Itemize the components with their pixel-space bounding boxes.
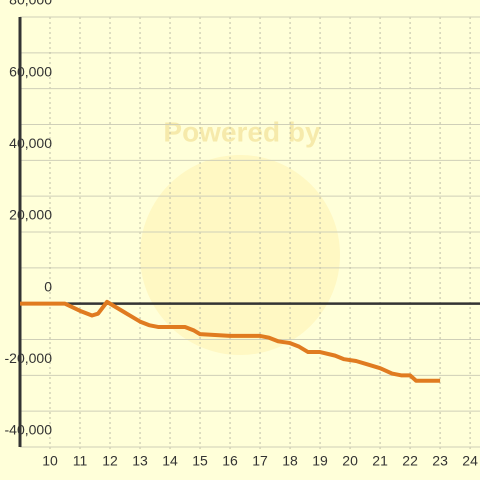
y-tick-label: 80,000 [9, 0, 52, 8]
x-tick-label: 21 [372, 453, 388, 469]
x-tick-label: 17 [252, 453, 268, 469]
y-tick-label: -20,000 [5, 350, 53, 366]
x-tick-label: 23 [432, 453, 448, 469]
y-tick-label: 60,000 [9, 63, 52, 79]
x-tick-label: 16 [222, 453, 238, 469]
x-tick-label: 19 [312, 453, 328, 469]
x-tick-label: 24 [462, 453, 478, 469]
y-tick-label: -40,000 [5, 422, 53, 438]
x-tick-label: 13 [132, 453, 148, 469]
x-tick-label: 10 [42, 453, 58, 469]
watermark-logo [140, 155, 340, 355]
x-tick-label: 20 [342, 453, 358, 469]
watermark: Powered by [163, 116, 321, 147]
x-tick-label: 12 [102, 453, 118, 469]
y-tick-label: 20,000 [9, 207, 52, 223]
line-series [20, 299, 441, 383]
x-tick-label: 11 [73, 453, 88, 469]
x-tick-label: 22 [402, 453, 418, 469]
x-tick-label: 15 [192, 453, 208, 469]
x-tick-label: 14 [162, 453, 178, 469]
y-tick-label: 40,000 [9, 135, 52, 151]
x-tick-label: 18 [282, 453, 298, 469]
y-tick-label: 0 [44, 278, 52, 294]
